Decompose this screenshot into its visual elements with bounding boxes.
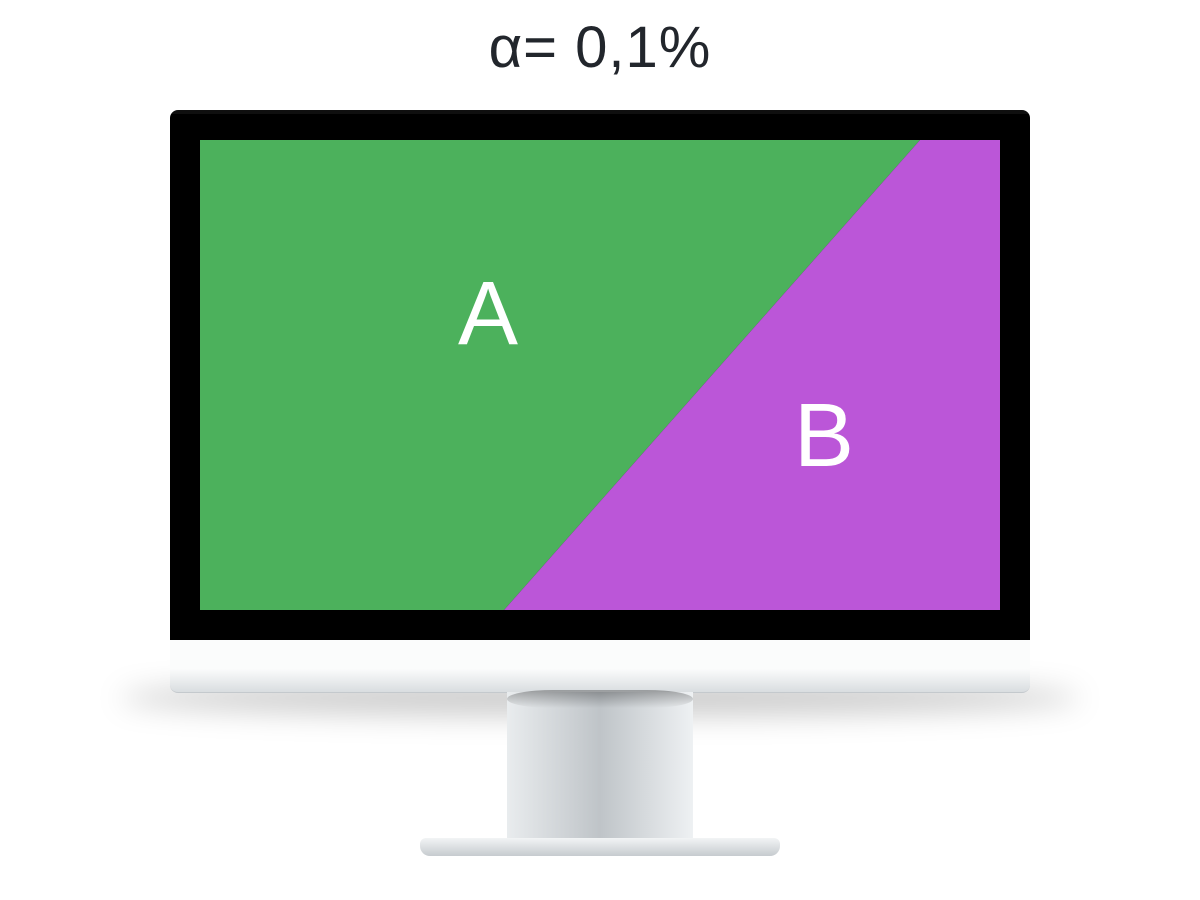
monitor-stand-foot (420, 838, 780, 856)
alpha-title: α= 0,1% (0, 14, 1200, 81)
monitor-bezel: A B (170, 110, 1030, 640)
infographic-stage: α= 0,1% A B (0, 0, 1200, 900)
monitor-screen: A B (200, 140, 1000, 610)
monitor-stand-cap (507, 690, 693, 708)
split-label-b: B (794, 391, 854, 481)
split-diagonal-svg (200, 140, 1000, 610)
split-label-a: A (458, 269, 518, 359)
monitor-stand-neck (507, 692, 693, 842)
monitor-chin (170, 640, 1030, 693)
